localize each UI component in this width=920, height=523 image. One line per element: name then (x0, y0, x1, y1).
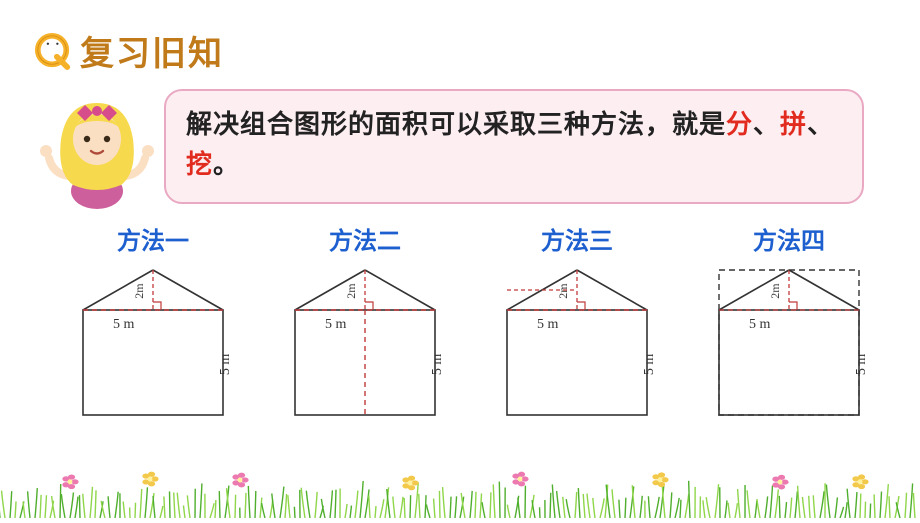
kw-fen: 分 (726, 110, 753, 139)
girl-illustration (36, 91, 158, 211)
svg-text:5 m: 5 m (537, 317, 559, 332)
page-header: 复习旧知 (0, 0, 920, 75)
svg-text:5 m: 5 m (430, 354, 445, 376)
kw-wa: 挖 (186, 150, 213, 179)
method-label: 方法三 (541, 221, 613, 256)
svg-text:2m: 2m (768, 283, 782, 299)
svg-text:2m: 2m (132, 283, 146, 299)
method-1: 方法一 5 m 5 m 2m (56, 221, 250, 432)
speech-bubble: 解决组合图形的面积可以采取三种方法，就是分、拼、挖。 (164, 89, 864, 204)
house-diagram-2: 5 m 5 m 2m (275, 262, 455, 432)
method-2: 方法二 5 m 5 m 2m (268, 221, 462, 432)
q-letter-icon (34, 32, 72, 70)
svg-text:2m: 2m (344, 283, 358, 299)
svg-text:5 m: 5 m (218, 354, 233, 376)
methods-row: 方法一 5 m 5 m 2m 方法二 5 m 5 m 2m 方法三 5 m 5 m 2m 方… (0, 211, 920, 432)
svg-text:5 m: 5 m (113, 317, 135, 332)
method-4: 方法四 5 m 5 m 2m (692, 221, 886, 432)
house-diagram-1: 5 m 5 m 2m (63, 262, 243, 432)
sep1: 、 (753, 110, 780, 139)
sep2: 、 (807, 110, 834, 139)
grass-footer (0, 460, 920, 518)
page-title: 复习旧知 (80, 26, 224, 75)
house-diagram-4: 5 m 5 m 2m (699, 262, 879, 432)
method-3: 方法三 5 m 5 m 2m (480, 221, 674, 432)
method-label: 方法二 (329, 221, 401, 256)
svg-text:5 m: 5 m (854, 354, 869, 376)
method-label: 方法一 (117, 221, 189, 256)
kw-pin: 拼 (780, 110, 807, 139)
speech-row: 解决组合图形的面积可以采取三种方法，就是分、拼、挖。 (0, 89, 920, 211)
svg-text:5 m: 5 m (642, 354, 657, 376)
svg-text:5 m: 5 m (749, 317, 771, 332)
svg-text:5 m: 5 m (325, 317, 347, 332)
house-diagram-3: 5 m 5 m 2m (487, 262, 667, 432)
svg-text:2m: 2m (556, 283, 570, 299)
bubble-suffix: 。 (213, 150, 240, 179)
method-label: 方法四 (753, 221, 825, 256)
bubble-prefix: 解决组合图形的面积可以采取三种方法，就是 (186, 110, 726, 139)
